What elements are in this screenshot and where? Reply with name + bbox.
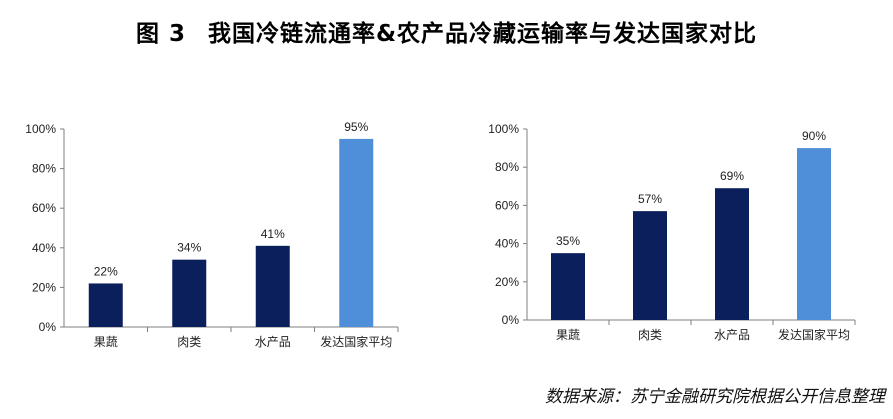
category-label: 肉类 [177, 335, 201, 349]
y-tick-label: 60% [495, 198, 519, 212]
category-label: 肉类 [638, 328, 662, 342]
bar [255, 245, 290, 327]
figure-title-text: 我国冷链流通率&农产品冷藏运输率与发达国家对比 [207, 21, 758, 47]
y-tick-label: 20% [32, 280, 56, 294]
data-label: 57% [638, 192, 662, 206]
data-label: 22% [94, 264, 118, 278]
data-label: 34% [177, 241, 201, 255]
data-label: 35% [556, 234, 580, 248]
bar [633, 211, 667, 320]
y-tick-label: 0% [39, 320, 57, 334]
bar [172, 259, 207, 327]
category-label: 果蔬 [94, 335, 118, 349]
bar [88, 283, 123, 327]
category-label: 水产品 [255, 335, 291, 349]
bar [339, 138, 374, 327]
y-tick-label: 40% [32, 241, 56, 255]
data-label: 90% [802, 129, 826, 143]
category-label: 发达国家平均 [778, 327, 850, 342]
y-tick-label: 40% [495, 237, 519, 251]
data-label: 69% [720, 169, 744, 183]
category-label: 水产品 [714, 328, 750, 342]
bar [551, 253, 585, 320]
y-tick-label: 100% [488, 122, 519, 136]
data-label: 95% [344, 120, 368, 134]
bar [715, 188, 749, 320]
data-label: 41% [261, 227, 285, 241]
bar [797, 148, 831, 320]
figure-title: 图 3 我国冷链流通率&农产品冷藏运输率与发达国家对比 [0, 14, 893, 48]
figure-label: 图 3 [135, 21, 186, 47]
category-label: 发达国家平均 [320, 334, 392, 349]
y-tick-label: 80% [495, 160, 519, 174]
y-tick-label: 0% [502, 313, 520, 327]
source-note: 数据来源：苏宁金融研究院根据公开信息整理 [545, 387, 885, 407]
y-tick-label: 80% [32, 162, 56, 176]
y-tick-label: 60% [32, 201, 56, 215]
y-tick-label: 20% [495, 275, 519, 289]
y-tick-label: 100% [25, 122, 56, 136]
category-label: 果蔬 [556, 328, 580, 342]
